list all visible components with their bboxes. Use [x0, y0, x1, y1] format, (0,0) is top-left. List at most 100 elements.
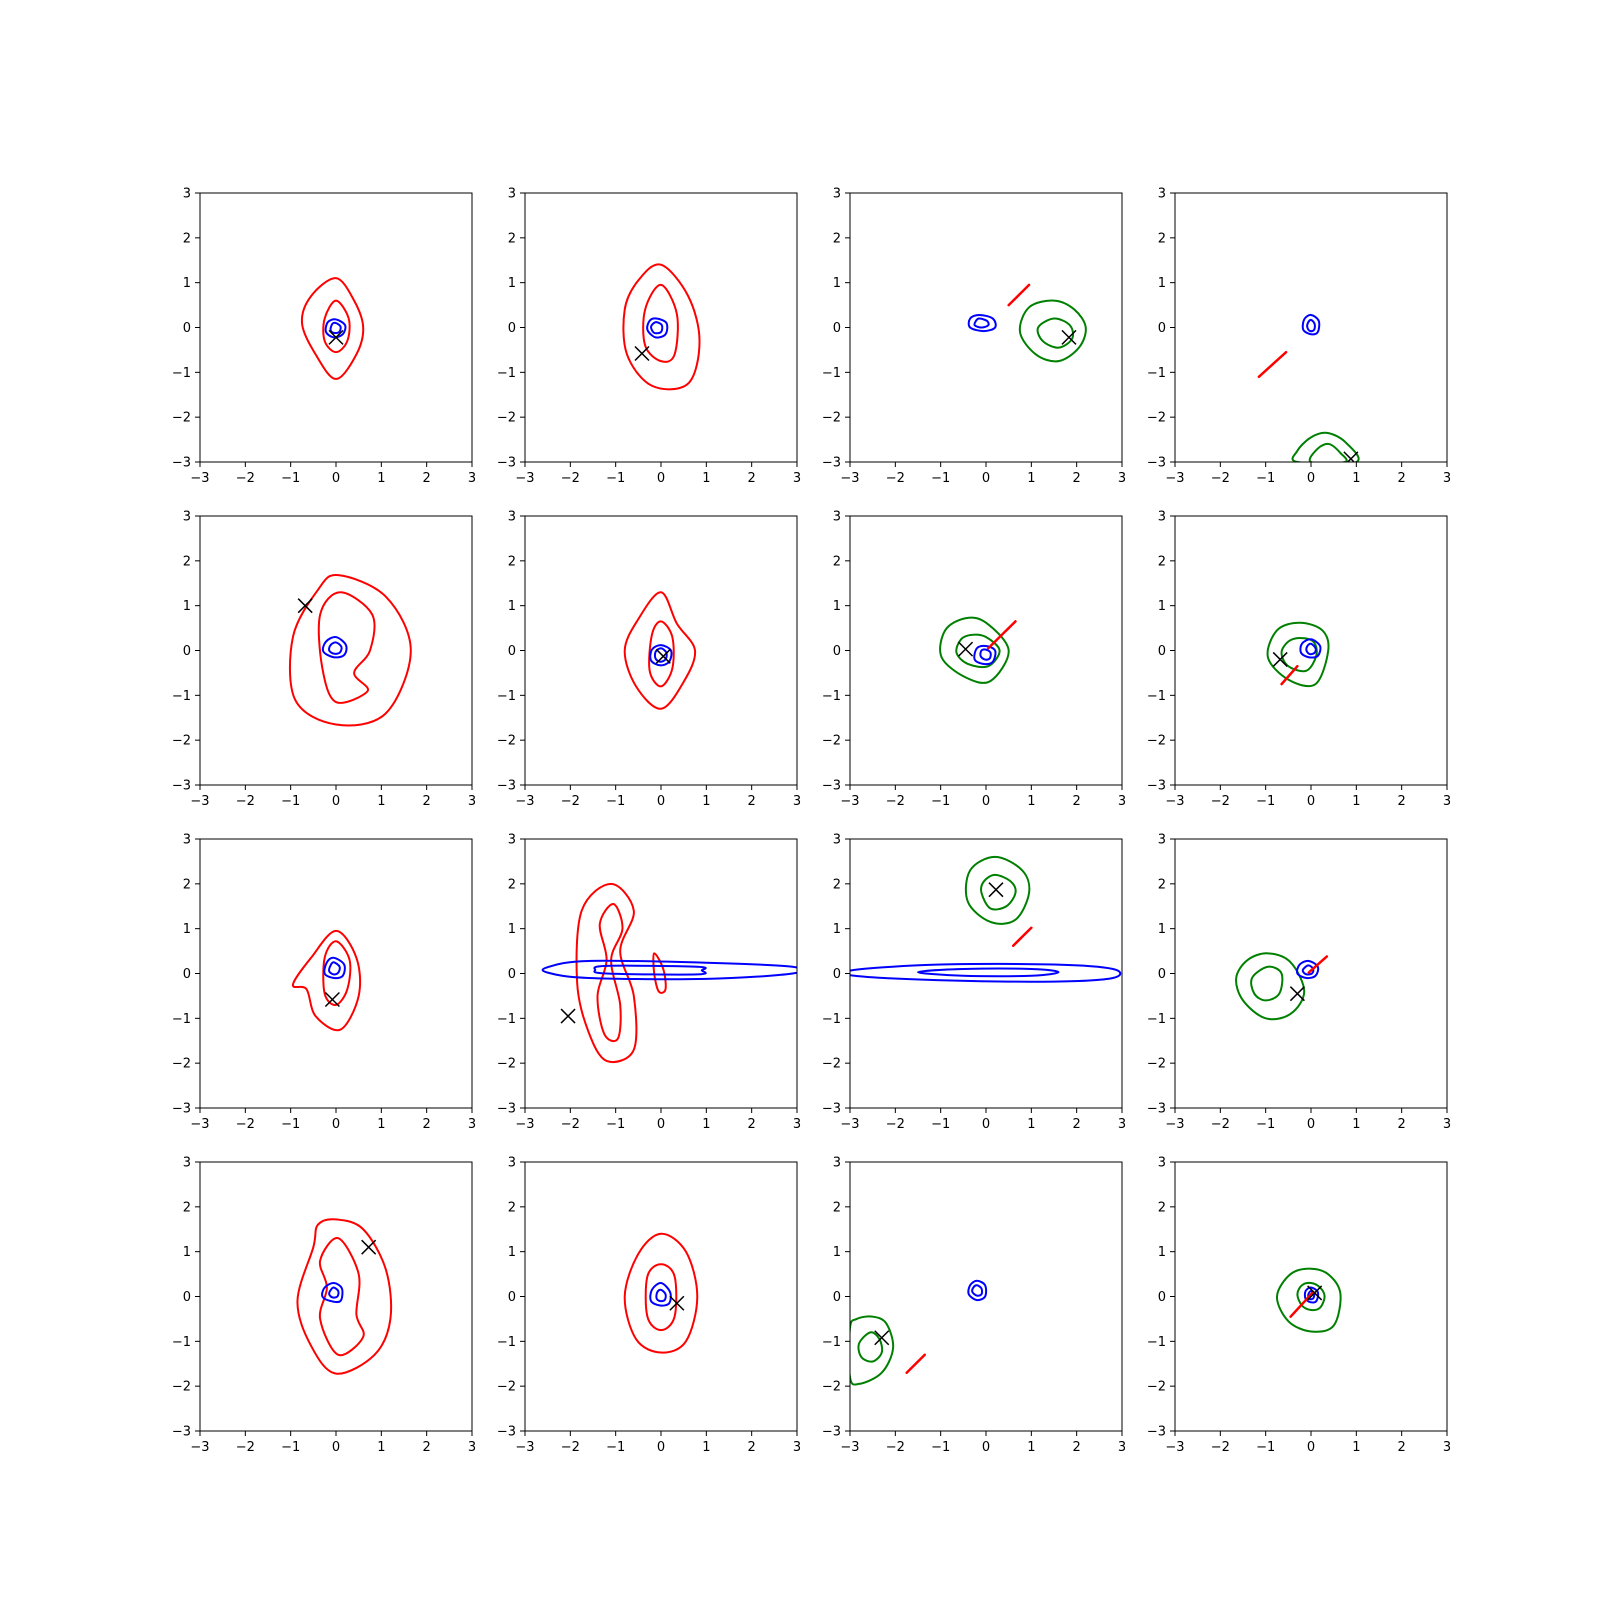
y-tick-label: 3	[833, 833, 841, 848]
subplot-12: −3 −2 −1 0 1 2 3 −3 −2 −1 0 1 2 3	[1147, 833, 1451, 1133]
x-tick-label: 0	[332, 794, 340, 809]
blue-contour-line	[328, 641, 343, 655]
y-tick-label: −2	[822, 411, 841, 426]
y-tick-label: 1	[508, 599, 516, 614]
red-segment	[1257, 350, 1288, 379]
y-tick-label: 2	[508, 554, 516, 569]
blue-contour-line	[650, 321, 664, 335]
y-tick-label: 3	[833, 187, 841, 202]
green-contour-line	[1235, 952, 1306, 1021]
x-tick-label: 1	[377, 1117, 385, 1132]
blue-contour-line	[649, 1282, 672, 1307]
x-tick-label: 3	[793, 471, 801, 486]
x-tick-label: −1	[281, 1117, 300, 1132]
x-tick-label: −1	[1256, 471, 1275, 486]
x-tick-label: 2	[748, 794, 756, 809]
y-tick-label: −2	[497, 1380, 516, 1395]
x-tick-label: 0	[1307, 1440, 1315, 1455]
y-tick-label: 2	[183, 231, 191, 246]
green-contour-line	[1308, 442, 1348, 462]
y-tick-label: 3	[1158, 1156, 1166, 1171]
y-tick-label: 3	[183, 187, 191, 202]
y-tick-label: 0	[833, 1290, 841, 1305]
y-tick-label: −3	[497, 779, 516, 794]
x-tick-label: −2	[1211, 471, 1230, 486]
y-tick-label: −1	[497, 1335, 516, 1350]
green-contour-line	[1276, 1267, 1342, 1333]
x-tick-label: 0	[332, 1117, 340, 1132]
y-tick-label: 2	[1158, 231, 1166, 246]
x-tick-label: −3	[840, 1117, 859, 1132]
subplot-4: −3 −2 −1 0 1 2 3 −3 −2 −1 0 1 2 3	[1147, 187, 1451, 487]
x-tick-label: 3	[793, 1440, 801, 1455]
x-tick-label: 2	[1073, 794, 1081, 809]
y-tick-label: 1	[183, 922, 191, 937]
y-tick-label: 0	[1158, 1290, 1166, 1305]
x-tick-label: 2	[748, 1117, 756, 1132]
blue-contour-line	[646, 317, 669, 339]
plot-area	[623, 591, 697, 710]
x-tick-label: 3	[1443, 1440, 1451, 1455]
blue-contour-line	[328, 961, 341, 976]
y-tick-label: −3	[497, 1425, 516, 1440]
y-tick-label: 0	[183, 321, 191, 336]
x-tick-label: −3	[840, 1440, 859, 1455]
y-tick-label: 1	[1158, 1245, 1166, 1260]
y-tick-label: 1	[183, 276, 191, 291]
y-tick-label: −2	[172, 411, 191, 426]
y-tick-label: −2	[1147, 411, 1166, 426]
red-contour-line	[622, 263, 701, 391]
x-tick-label: 2	[423, 471, 431, 486]
green-contour-line	[955, 633, 1001, 669]
subplot-5: −3 −2 −1 0 1 2 3 −3 −2 −1 0 1 2 3	[172, 510, 476, 810]
x-tick-label: 2	[423, 1117, 431, 1132]
x-tick-label: 0	[657, 1117, 665, 1132]
y-tick-label: 1	[1158, 599, 1166, 614]
y-tick-label: 3	[1158, 510, 1166, 525]
blue-contour-line	[593, 964, 707, 976]
green-contour-line	[939, 616, 1010, 684]
y-tick-label: −2	[172, 1057, 191, 1072]
y-tick-label: 0	[508, 644, 516, 659]
x-tick-label: −3	[190, 794, 209, 809]
x-marker	[1272, 651, 1288, 667]
green-contour-line	[964, 855, 1031, 925]
y-tick-label: −2	[497, 734, 516, 749]
y-tick-label: −2	[1147, 1380, 1166, 1395]
x-tick-label: 1	[377, 471, 385, 486]
y-tick-label: 3	[1158, 187, 1166, 202]
blue-contour-line	[1306, 318, 1316, 333]
x-marker	[874, 1330, 890, 1346]
x-tick-label: −1	[931, 1440, 950, 1455]
x-marker	[634, 345, 650, 362]
blue-contour-line	[967, 313, 997, 333]
y-tick-label: 1	[508, 922, 516, 937]
green-contour-line	[1250, 965, 1284, 1002]
x-tick-label: −1	[606, 471, 625, 486]
red-contour-line	[623, 591, 697, 710]
y-tick-label: −1	[172, 1335, 191, 1350]
y-tick-label: −2	[822, 1057, 841, 1072]
plot-area	[967, 283, 1087, 363]
y-tick-label: −3	[172, 456, 191, 471]
y-tick-label: −3	[1147, 1425, 1166, 1440]
y-tick-label: −1	[497, 689, 516, 704]
subplot-13: −3 −2 −1 0 1 2 3 −3 −2 −1 0 1 2 3	[172, 1156, 476, 1456]
y-tick-label: −2	[1147, 734, 1166, 749]
x-tick-label: 1	[377, 1440, 385, 1455]
plot-area	[1276, 1267, 1342, 1333]
y-tick-label: 1	[183, 599, 191, 614]
y-tick-label: −1	[822, 1335, 841, 1350]
green-contour-line	[1291, 431, 1360, 462]
y-tick-label: 3	[833, 510, 841, 525]
y-tick-label: −3	[1147, 1102, 1166, 1117]
plot-area	[291, 929, 362, 1032]
x-tick-label: 2	[748, 471, 756, 486]
x-tick-label: −3	[840, 471, 859, 486]
x-tick-label: 1	[1352, 1117, 1360, 1132]
y-tick-label: −1	[1147, 1012, 1166, 1027]
y-tick-label: 2	[833, 877, 841, 892]
red-contour-line	[322, 299, 351, 354]
x-tick-label: 3	[1443, 1117, 1451, 1132]
